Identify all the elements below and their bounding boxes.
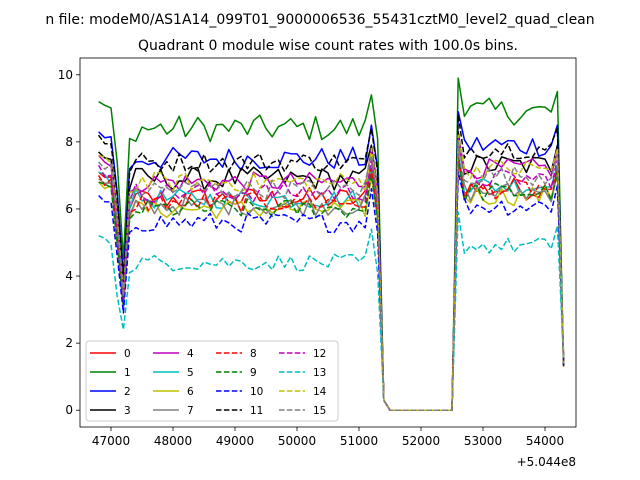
legend-label-5: 5 (187, 367, 194, 379)
x-tick-label: 54000 (526, 434, 564, 448)
figure-suptitle: n file: modeM0/AS1A14_099T01_9000006536_… (45, 12, 594, 28)
series-line-13 (98, 211, 565, 411)
series-line-9 (98, 157, 565, 411)
y-tick-label: 8 (65, 135, 73, 149)
x-tick-label: 52000 (402, 434, 440, 448)
y-tick-label: 10 (58, 68, 73, 82)
legend-label-15: 15 (313, 405, 326, 417)
ticks-layer: 47000 48000 49000 50000 51000 52000 53000 54000… (58, 68, 564, 448)
legend-label-14: 14 (313, 386, 327, 398)
series-line-14 (98, 134, 565, 411)
series-line-11 (97, 114, 565, 411)
y-tick-label: 6 (65, 202, 73, 216)
x-tick-label: 53000 (464, 434, 502, 448)
series-line-8 (97, 154, 565, 411)
legend-label-8: 8 (250, 348, 257, 360)
series-line-15 (98, 141, 565, 411)
chart-title: Quadrant 0 module wise count rates with … (138, 38, 518, 54)
legend-label-3: 3 (124, 405, 131, 417)
legend-label-1: 1 (124, 367, 131, 379)
x-tick-label: 47000 (92, 434, 130, 448)
legend-label-12: 12 (313, 348, 326, 360)
legend-label-13: 13 (313, 367, 326, 379)
legend-label-0: 0 (124, 348, 131, 360)
x-tick-label: 48000 (154, 434, 192, 448)
x-tick-label: 51000 (340, 434, 378, 448)
legend-label-10: 10 (250, 386, 263, 398)
legend-label-6: 6 (187, 386, 194, 398)
series-layer (97, 77, 565, 411)
series-line-5 (98, 151, 565, 411)
x-tick-label: 50000 (278, 434, 316, 448)
x-offset-label: +5.044e8 (517, 455, 576, 469)
series-line-10 (98, 171, 565, 411)
series-line-12 (97, 144, 565, 411)
legend-label-2: 2 (124, 386, 131, 398)
legend-label-11: 11 (250, 405, 263, 417)
series-line-4 (98, 134, 565, 411)
series-line-0 (98, 154, 565, 411)
axes-frame (79, 57, 577, 428)
legend-box (85, 340, 339, 422)
y-tick-label: 4 (65, 269, 73, 283)
legend-label-4: 4 (187, 348, 194, 360)
series-line-2 (98, 110, 565, 411)
y-tick-label: 2 (65, 336, 73, 350)
y-tick-label: 0 (65, 403, 73, 417)
series-line-1 (98, 77, 565, 411)
x-tick-label: 49000 (216, 434, 254, 448)
legend-label-9: 9 (250, 367, 257, 379)
legend-label-7: 7 (187, 405, 194, 417)
